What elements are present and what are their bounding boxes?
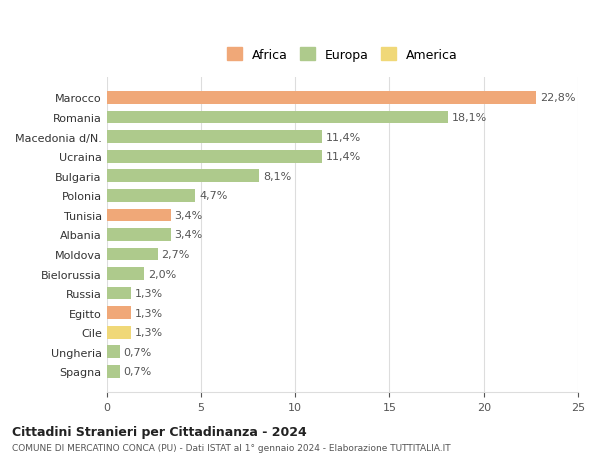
Text: 0,7%: 0,7% <box>124 347 152 357</box>
Bar <box>107 248 158 261</box>
Bar <box>107 307 131 319</box>
Bar <box>107 170 259 183</box>
Bar <box>107 268 145 280</box>
Bar <box>107 346 120 358</box>
Text: 0,7%: 0,7% <box>124 367 152 376</box>
Text: 4,7%: 4,7% <box>199 191 227 201</box>
Bar <box>107 287 131 300</box>
Text: 18,1%: 18,1% <box>452 113 487 123</box>
Text: 3,4%: 3,4% <box>175 210 203 220</box>
Text: 11,4%: 11,4% <box>325 132 361 142</box>
Bar <box>107 209 171 222</box>
Text: 2,0%: 2,0% <box>148 269 176 279</box>
Bar <box>107 112 448 124</box>
Text: 3,4%: 3,4% <box>175 230 203 240</box>
Text: 1,3%: 1,3% <box>135 308 163 318</box>
Bar <box>107 229 171 241</box>
Bar <box>107 92 536 105</box>
Text: COMUNE DI MERCATINO CONCA (PU) - Dati ISTAT al 1° gennaio 2024 - Elaborazione TU: COMUNE DI MERCATINO CONCA (PU) - Dati IS… <box>12 443 451 452</box>
Text: Cittadini Stranieri per Cittadinanza - 2024: Cittadini Stranieri per Cittadinanza - 2… <box>12 425 307 438</box>
Text: 1,3%: 1,3% <box>135 328 163 337</box>
Text: 22,8%: 22,8% <box>540 93 576 103</box>
Bar <box>107 326 131 339</box>
Bar <box>107 190 196 202</box>
Bar <box>107 365 120 378</box>
Bar <box>107 131 322 144</box>
Text: 2,7%: 2,7% <box>161 249 190 259</box>
Bar <box>107 151 322 163</box>
Text: 1,3%: 1,3% <box>135 289 163 298</box>
Text: 11,4%: 11,4% <box>325 152 361 162</box>
Legend: Africa, Europa, America: Africa, Europa, America <box>221 43 463 67</box>
Text: 8,1%: 8,1% <box>263 171 292 181</box>
